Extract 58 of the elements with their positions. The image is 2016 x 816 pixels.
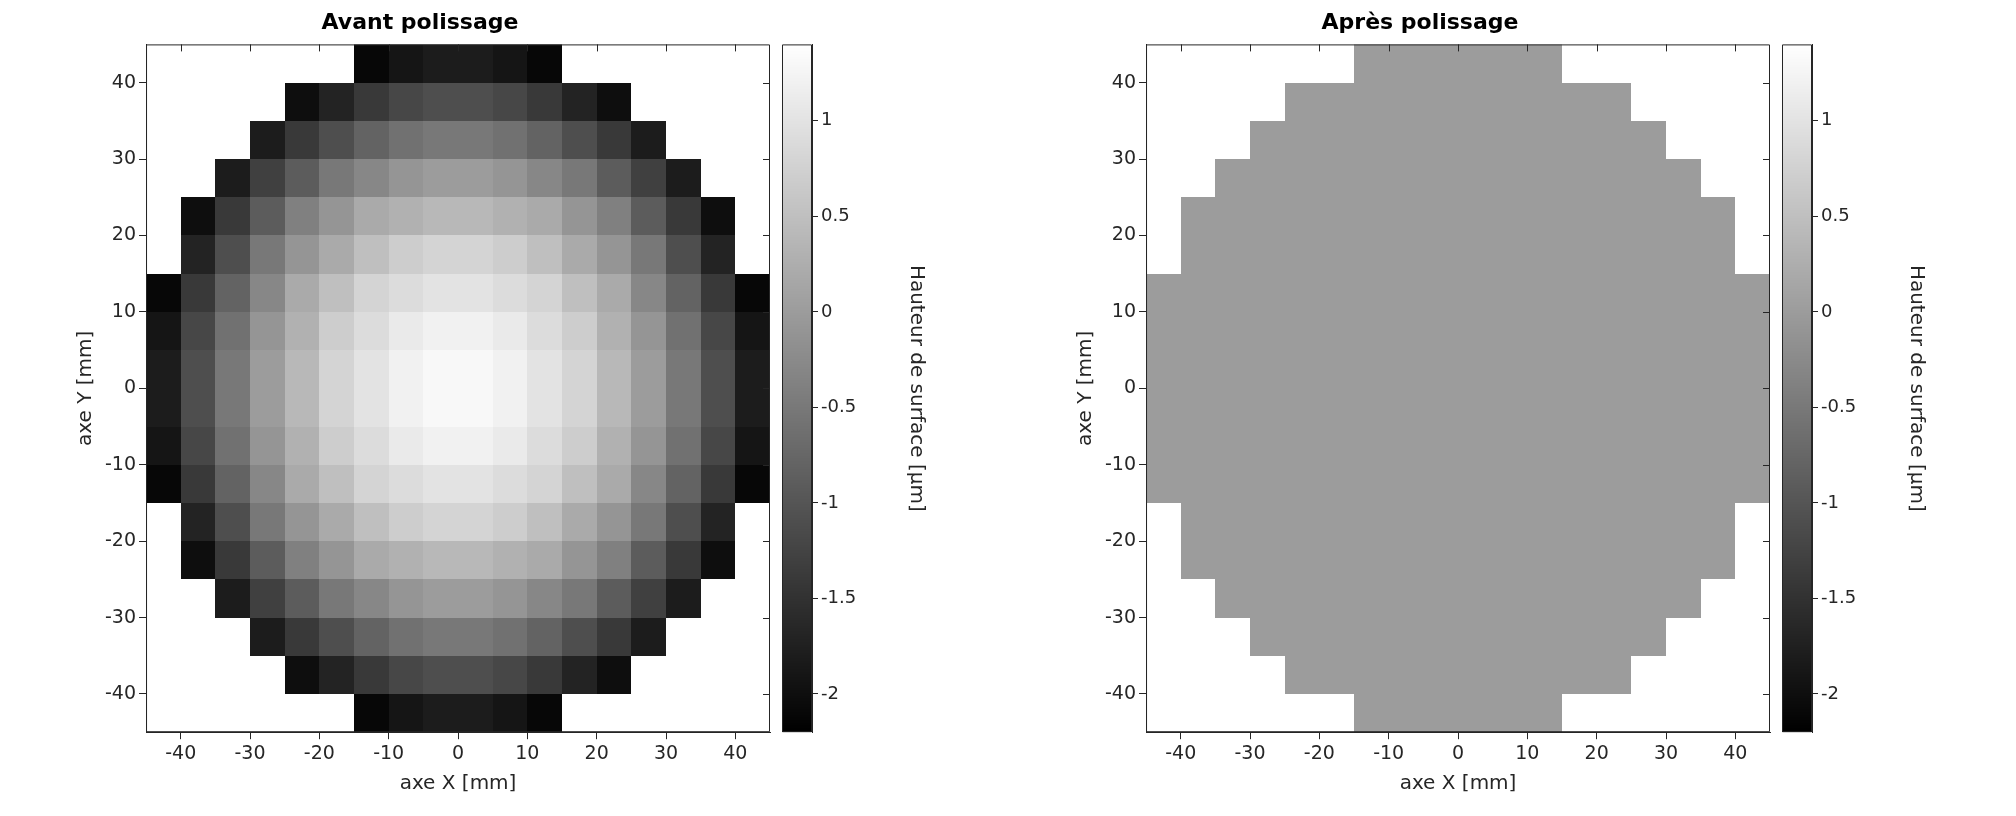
y-tick-label: -30 bbox=[104, 604, 137, 627]
color-bar-label: 0.5 bbox=[821, 204, 850, 226]
x-tick-label: 20 bbox=[1584, 740, 1609, 763]
x-axis-title: axe X [mm] bbox=[399, 770, 517, 795]
x-tick-label: 10 bbox=[515, 740, 540, 763]
y-axis-title: axe Y [mm] bbox=[72, 330, 97, 446]
y-tick-label: 20 bbox=[1111, 222, 1137, 245]
x-tick-label: -30 bbox=[234, 740, 266, 763]
color-bar-label: 1 bbox=[821, 108, 833, 130]
x-tick-label: -20 bbox=[1303, 740, 1335, 763]
y-tick-label: -10 bbox=[104, 451, 137, 474]
x-tick-label: -10 bbox=[1373, 740, 1405, 763]
x-tick-label: 30 bbox=[653, 740, 679, 763]
y-tick-label: 30 bbox=[111, 145, 137, 168]
color-bar-label: -1.5 bbox=[821, 586, 857, 608]
color-bar-label: -1 bbox=[821, 490, 839, 512]
y-tick-label: 10 bbox=[111, 298, 137, 321]
y-tick-label: -40 bbox=[1104, 680, 1137, 703]
color-bar-label: -0.5 bbox=[1821, 395, 1857, 417]
y-tick-label: 0 bbox=[1123, 375, 1137, 398]
x-tick-label: 0 bbox=[1451, 740, 1465, 763]
y-tick-label: -20 bbox=[1104, 528, 1137, 551]
x-axis-title: axe X [mm] bbox=[1399, 770, 1517, 795]
x-tick-label: -20 bbox=[303, 740, 335, 763]
x-tick-label: -40 bbox=[165, 740, 197, 763]
color-bar-label: -2 bbox=[1821, 681, 1839, 703]
x-tick-label: 40 bbox=[723, 740, 748, 763]
color-bar-label: 1 bbox=[1821, 108, 1833, 130]
y-tick-label: 40 bbox=[111, 69, 137, 92]
chart-title: Après polissage bbox=[1321, 8, 1519, 34]
color-bar-label: -1 bbox=[1821, 490, 1839, 512]
chart-title: Avant polissage bbox=[321, 8, 519, 34]
y-tick-label: -40 bbox=[104, 680, 137, 703]
x-tick-label: 0 bbox=[451, 740, 465, 763]
color-bar-label: -0.5 bbox=[821, 395, 857, 417]
x-tick-label: 20 bbox=[584, 740, 609, 763]
color-bar-title: Hauteur de surface [µm] bbox=[1905, 264, 1930, 512]
x-tick-label: 10 bbox=[1515, 740, 1540, 763]
x-tick-label: -30 bbox=[1234, 740, 1266, 763]
color-bar-label: -2 bbox=[821, 681, 839, 703]
x-tick-label: 30 bbox=[1653, 740, 1679, 763]
x-tick-label: -40 bbox=[1165, 740, 1197, 763]
color-bar-label: 0.5 bbox=[1821, 204, 1850, 226]
x-tick-label: 40 bbox=[1723, 740, 1748, 763]
y-tick-label: -20 bbox=[104, 528, 137, 551]
color-bar-label: 0 bbox=[821, 299, 833, 321]
x-tick-label: -10 bbox=[373, 740, 405, 763]
y-axis-title: axe Y [mm] bbox=[1072, 330, 1097, 446]
y-tick-label: 0 bbox=[123, 375, 137, 398]
y-tick-label: 40 bbox=[1111, 69, 1137, 92]
y-tick-label: 20 bbox=[111, 222, 137, 245]
color-bar-label: -1.5 bbox=[1821, 586, 1857, 608]
color-bar-label: 0 bbox=[1821, 299, 1833, 321]
y-tick-label: 30 bbox=[1111, 145, 1137, 168]
color-bar-title: Hauteur de surface [µm] bbox=[905, 264, 930, 512]
y-tick-label: 10 bbox=[1111, 298, 1137, 321]
y-tick-label: -30 bbox=[1104, 604, 1137, 627]
y-tick-label: -10 bbox=[1104, 451, 1137, 474]
